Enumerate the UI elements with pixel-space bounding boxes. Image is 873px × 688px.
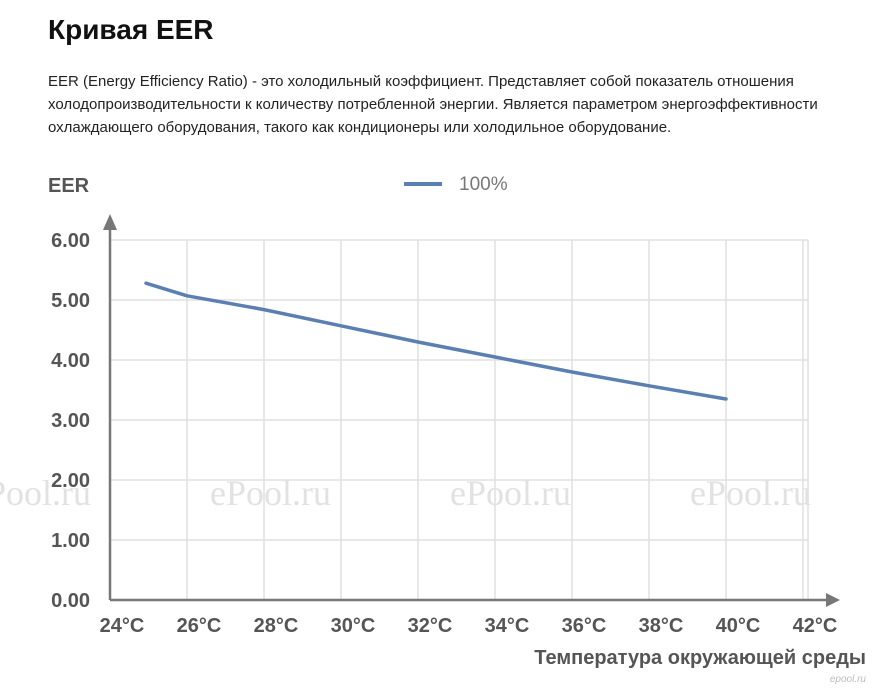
y-tick-label: 4.00	[51, 350, 90, 372]
x-tick-label: 42°C	[793, 615, 838, 637]
y-tick-label: 5.00	[51, 290, 90, 312]
x-tick-label: 24°C	[100, 615, 145, 637]
series-line	[144, 281, 728, 401]
y-tick-label: 3.00	[51, 410, 90, 432]
legend: 100%	[404, 174, 508, 195]
x-axis-label: Температура окружающей среды	[534, 647, 866, 669]
watermarks: ePool.ru ePool.ru ePool.ru ePool.ru	[0, 473, 811, 513]
x-tick-label: 28°C	[254, 615, 299, 637]
y-tick-label: 6.00	[51, 230, 90, 252]
chart-series	[144, 281, 728, 401]
page-description: EER (Energy Efficiency Ratio) - это холо…	[48, 73, 818, 136]
legend-label: 100%	[459, 174, 508, 195]
chart-grid	[110, 239, 809, 600]
x-tick-label: 30°C	[331, 615, 376, 637]
x-tick-label: 34°C	[485, 615, 530, 637]
y-tick-label: 1.00	[51, 530, 90, 552]
x-tick-label: 38°C	[639, 615, 684, 637]
watermark-text: ePool.ru	[210, 473, 331, 513]
y-tick-label: 0.00	[51, 590, 90, 612]
x-tick-label: 40°C	[716, 615, 761, 637]
y-axis-label: EER	[48, 175, 90, 197]
y-axis-arrow	[103, 214, 117, 230]
x-tick-label: 32°C	[408, 615, 453, 637]
x-tick-label: 36°C	[562, 615, 607, 637]
watermark-text: ePool.ru	[0, 473, 91, 513]
y-tick-label: 2.00	[51, 470, 90, 492]
x-tick-label: 26°C	[177, 615, 222, 637]
x-axis-arrow	[826, 593, 840, 607]
page-title: Кривая EER	[48, 14, 214, 45]
x-tick-labels: 24°C 26°C 28°C 30°C 32°C 34°C 36°C 38°C 40°C 42°C	[100, 615, 838, 637]
watermark-text: ePool.ru	[690, 473, 811, 513]
corner-watermark: epool.ru	[830, 674, 867, 685]
chart-axes	[103, 214, 840, 607]
y-tick-labels: 0.00 1.00 2.00 3.00 4.00 5.00 6.00	[51, 230, 90, 612]
watermark-text: ePool.ru	[450, 473, 571, 513]
